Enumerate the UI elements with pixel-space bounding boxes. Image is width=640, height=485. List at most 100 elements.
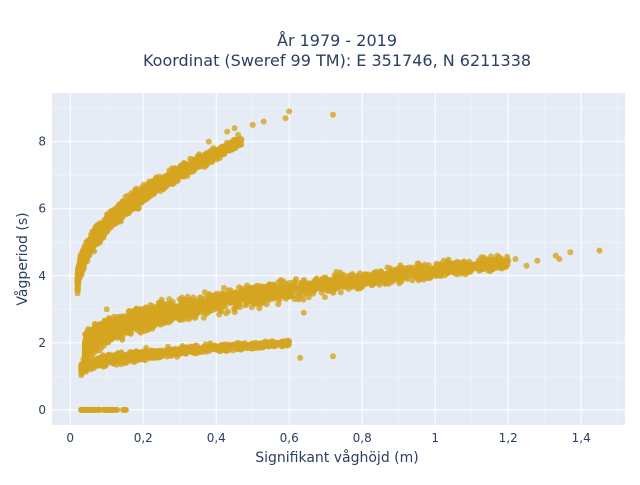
data-point xyxy=(112,211,119,218)
data-point xyxy=(467,268,474,275)
data-point xyxy=(534,257,541,264)
data-point xyxy=(480,264,486,271)
x-axis-ticks: 0 0,2 0,4 0,6 0,8 1 1,2 1,4 xyxy=(66,431,590,445)
data-point xyxy=(90,240,97,247)
data-point xyxy=(147,316,154,323)
data-point xyxy=(158,299,165,306)
data-point xyxy=(330,111,336,118)
y-tick-label: 2 xyxy=(38,336,46,350)
data-point xyxy=(384,278,390,285)
data-point xyxy=(124,192,131,199)
y-tick-label: 8 xyxy=(38,135,46,149)
data-point xyxy=(118,213,125,220)
data-point xyxy=(257,344,264,351)
data-point xyxy=(104,357,111,364)
data-point xyxy=(155,352,162,359)
data-point xyxy=(432,268,438,275)
data-point xyxy=(297,354,304,361)
data-point xyxy=(76,272,83,279)
data-point xyxy=(114,323,121,330)
data-point xyxy=(368,278,375,285)
data-point xyxy=(320,284,327,291)
data-point xyxy=(176,316,183,323)
data-point xyxy=(207,340,214,347)
data-point xyxy=(112,406,119,413)
data-point xyxy=(235,131,242,138)
data-point xyxy=(121,406,128,413)
data-point xyxy=(199,347,206,354)
data-point xyxy=(567,249,574,256)
data-point xyxy=(127,317,134,324)
data-point xyxy=(556,256,563,262)
data-point xyxy=(230,343,237,350)
data-point xyxy=(414,260,421,267)
data-point xyxy=(203,158,210,164)
data-point xyxy=(202,298,209,305)
data-point xyxy=(114,333,121,340)
data-point xyxy=(321,294,328,301)
data-point xyxy=(88,406,95,413)
x-tick-label: 0,8 xyxy=(353,431,372,445)
data-point xyxy=(333,268,340,275)
data-point xyxy=(89,358,96,365)
data-point xyxy=(505,257,512,264)
data-point xyxy=(156,173,163,180)
data-point xyxy=(93,233,100,240)
data-point xyxy=(142,190,149,197)
data-point xyxy=(224,128,231,135)
data-point xyxy=(177,349,184,356)
data-point xyxy=(183,161,190,168)
data-point xyxy=(125,198,131,204)
data-point xyxy=(110,313,117,320)
data-point xyxy=(206,291,213,298)
data-point xyxy=(377,277,384,284)
data-point xyxy=(221,284,227,291)
data-point xyxy=(234,303,241,310)
data-point xyxy=(84,254,91,261)
data-point xyxy=(113,357,120,364)
data-point xyxy=(221,296,228,303)
data-point xyxy=(139,197,146,204)
chart-title-line-2: Koordinat (Sweref 99 TM): E 351746, N 62… xyxy=(143,51,531,70)
data-point xyxy=(298,287,305,294)
data-point xyxy=(308,286,315,293)
data-point xyxy=(249,290,256,297)
data-point xyxy=(261,297,267,303)
data-point xyxy=(109,352,116,359)
x-tick-label: 0,4 xyxy=(207,431,226,445)
data-point xyxy=(217,307,224,314)
data-point xyxy=(220,342,227,349)
data-point xyxy=(275,301,282,308)
data-point xyxy=(137,316,144,323)
data-point xyxy=(169,298,176,305)
data-point xyxy=(268,294,274,301)
data-point xyxy=(133,323,140,330)
data-point xyxy=(119,324,126,331)
data-point xyxy=(83,243,90,250)
data-point xyxy=(197,159,204,166)
x-tick-label: 0,6 xyxy=(280,431,299,445)
data-point xyxy=(254,282,261,289)
data-point xyxy=(478,254,485,261)
data-point xyxy=(146,325,153,332)
data-point xyxy=(286,108,293,115)
data-point xyxy=(461,260,468,267)
y-axis-title: Vågperiod (s) xyxy=(14,212,31,305)
data-point xyxy=(397,262,404,269)
data-point xyxy=(190,349,197,356)
data-point xyxy=(211,297,218,304)
data-point xyxy=(323,277,330,284)
data-point xyxy=(282,115,289,122)
data-point xyxy=(184,297,190,304)
data-point xyxy=(102,317,108,324)
data-point xyxy=(254,300,261,306)
data-point xyxy=(205,138,212,145)
data-point xyxy=(347,279,354,286)
data-point xyxy=(455,262,462,269)
data-point xyxy=(149,348,156,355)
data-point xyxy=(160,308,167,315)
data-point xyxy=(230,290,237,297)
